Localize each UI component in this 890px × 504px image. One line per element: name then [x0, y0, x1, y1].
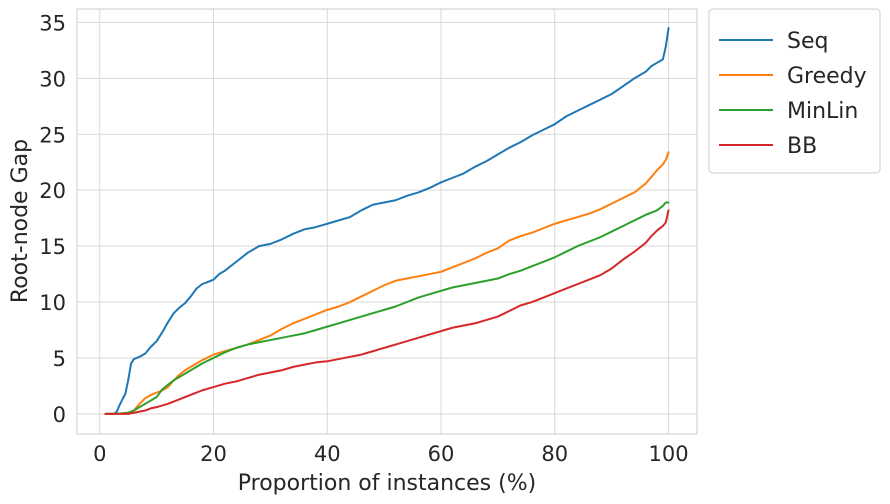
legend-label-greedy: Greedy [787, 64, 867, 89]
y-tick-label: 0 [53, 403, 66, 427]
y-tick-label: 30 [39, 67, 66, 91]
series-line-greedy [104, 151, 670, 415]
legend-label-minlin: MinLin [787, 99, 858, 124]
legend-label-bb: BB [787, 134, 817, 159]
plot-frame [76, 8, 698, 435]
series-line-bb [104, 209, 670, 415]
grid [77, 9, 697, 434]
x-tick-label: 0 [93, 442, 106, 466]
series-line-minlin [104, 201, 670, 415]
x-tick-label: 100 [649, 442, 689, 466]
y-tick-label: 25 [39, 123, 66, 147]
plot-background [77, 9, 697, 434]
x-axis-ticks: 0 20 40 60 80 100 [93, 442, 689, 466]
y-axis-ticks: 0 5 10 15 20 25 30 35 [39, 11, 66, 426]
legend-label-seq: Seq [787, 29, 828, 54]
x-tick-label: 20 [200, 442, 227, 466]
series-line-seq [104, 27, 670, 415]
y-tick-label: 5 [53, 347, 66, 371]
y-tick-label: 20 [39, 179, 66, 203]
x-axis-label: Proportion of instances (%) [238, 471, 536, 496]
plot-area [76, 8, 698, 435]
y-tick-label: 15 [39, 235, 66, 259]
y-axis-label: Root-node Gap [8, 139, 33, 303]
legend: Seq Greedy MinLin BB [708, 8, 881, 174]
x-tick-label: 40 [314, 442, 341, 466]
x-tick-label: 80 [541, 442, 568, 466]
y-tick-label: 35 [39, 11, 66, 35]
y-tick-label: 10 [39, 291, 66, 315]
legend-items: Seq Greedy MinLin BB [719, 29, 867, 159]
legend-box [708, 8, 881, 174]
series-lines [104, 27, 670, 415]
x-tick-label: 60 [428, 442, 455, 466]
